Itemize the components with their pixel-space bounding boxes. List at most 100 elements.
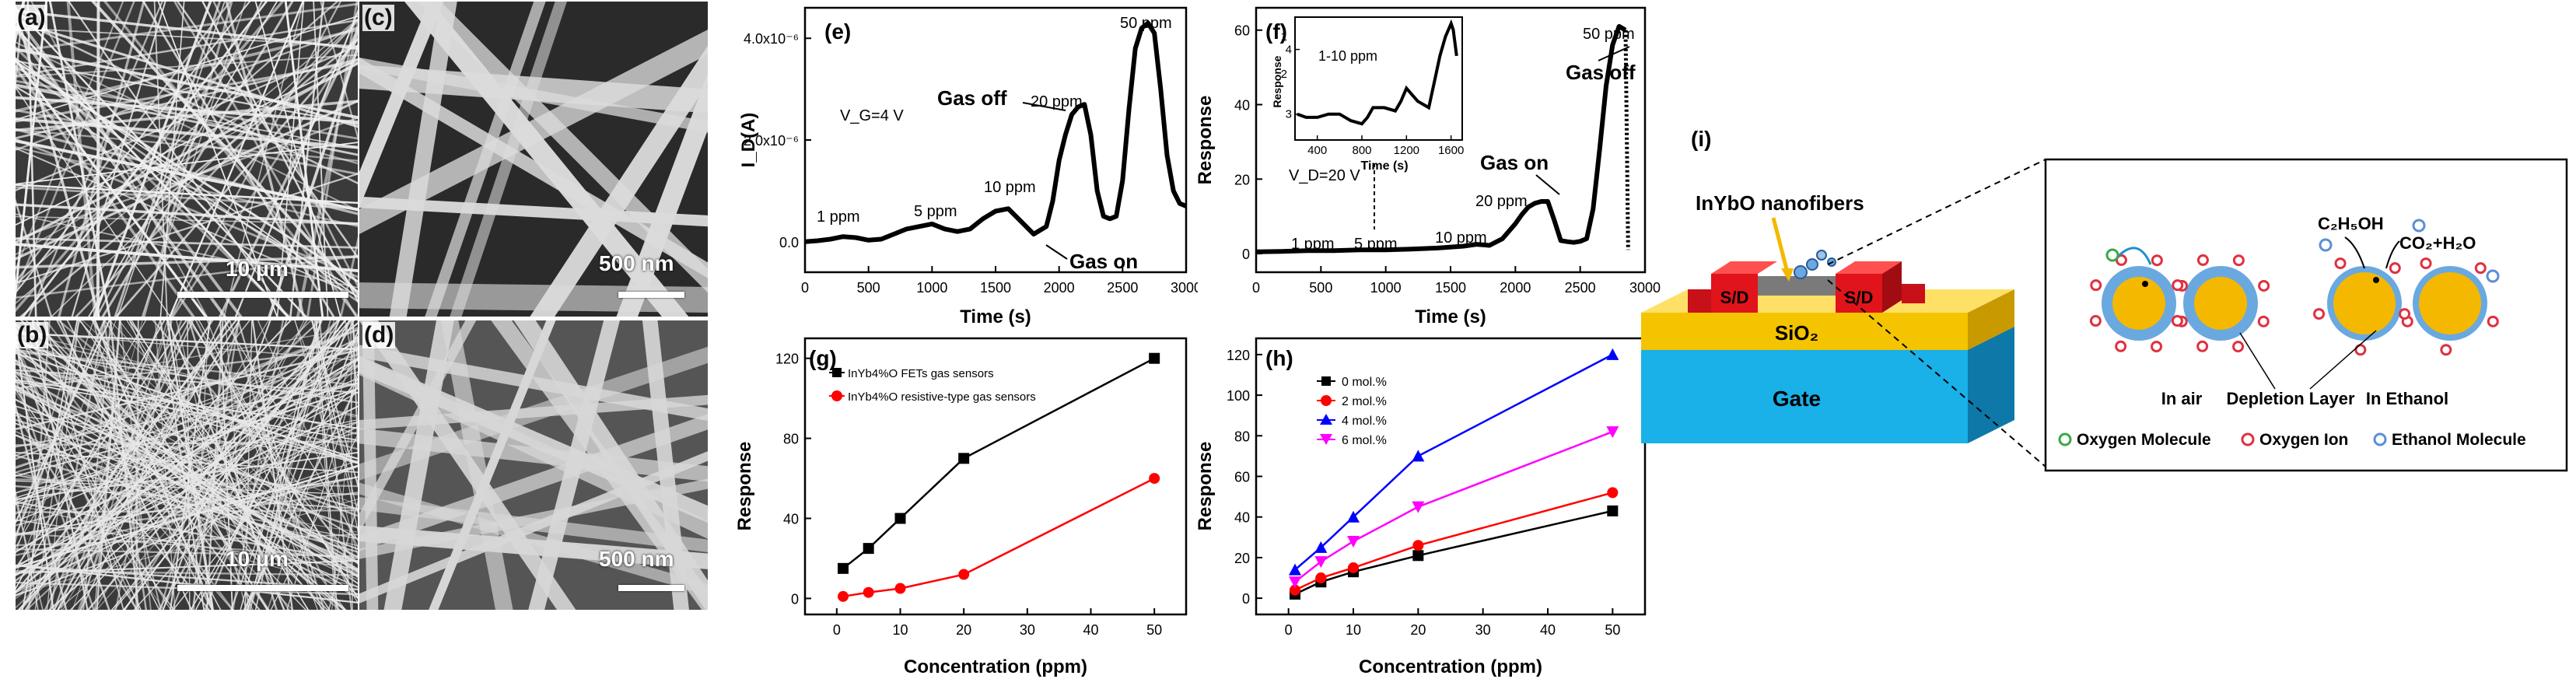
oxygen-ion-1: [2151, 341, 2163, 353]
oxygen-ion-19: [2334, 257, 2347, 270]
xtick-label-2500: 2500: [1107, 280, 1138, 296]
chart-h-frame: [1255, 337, 1647, 616]
air-electron: [2142, 281, 2148, 287]
chart-g-label: (g): [809, 346, 837, 370]
device-molecule-1: [1794, 265, 1808, 279]
gate-label: Gate: [1773, 387, 1821, 411]
oxygen-ion-12: [2172, 279, 2184, 292]
point-h-3-2: [1347, 536, 1360, 548]
device-molecule-2: [1806, 258, 1818, 271]
depletion-pointer-2: [2309, 330, 2377, 390]
xtick-label-2500: 2500: [1565, 280, 1596, 296]
inset-label: 1-10 ppm: [1318, 48, 1377, 64]
nanofiber-texture-a: [16, 2, 358, 317]
inset-xtick-label-1200: 1200: [1394, 144, 1419, 157]
xtick-label-0: 0: [801, 280, 809, 296]
chart-g-frame: [803, 337, 1188, 616]
ethanol-molecule-2: [2486, 269, 2500, 283]
point-h-2-2: [1347, 510, 1360, 523]
sd-left-label: S/D: [1720, 288, 1749, 307]
xtick-label-500: 500: [857, 280, 880, 296]
oxygen-ion-3: [2089, 315, 2102, 327]
point-h-2-1: [1314, 541, 1328, 553]
panel-label-b: (b): [16, 322, 49, 348]
oxygen-ion-20: [2389, 262, 2401, 275]
xtick-label-2000: 2000: [1500, 280, 1531, 296]
point-g-1-1: [863, 586, 874, 598]
oxygen-ion-14: [2232, 254, 2245, 267]
point-h-3-3: [1412, 501, 1425, 513]
channel-front: [1758, 276, 1836, 296]
sd-left-top: [1711, 261, 1777, 274]
oxygen-ion-11: [2171, 315, 2183, 327]
chart-g-ylabel: Response: [734, 442, 755, 531]
ytick-label-6: 120: [1227, 348, 1250, 363]
oxygen-ion-18: [2313, 308, 2326, 320]
xtick-label-0: 0: [1252, 280, 1260, 296]
scale-text-d: 500 nm: [599, 547, 674, 571]
chart-f-condition: V_D=20 V: [1289, 167, 1360, 184]
oxygen-ion-10: [2196, 340, 2209, 352]
chart-h-label: (h): [1265, 346, 1293, 370]
arrow-f-gason: [1535, 174, 1560, 195]
scale-bar-b: [177, 585, 348, 591]
diagram-i: (i) Gate SiO₂ S/D S/D InYbO nanofibers: [1641, 127, 2568, 472]
chart-e-xlabel: Time (s): [960, 306, 1031, 327]
xtick-label-20: 20: [956, 622, 971, 638]
sd-right-front: [1836, 274, 1882, 313]
zoom-line-bottom: [1827, 279, 2046, 467]
sio2-front: [1641, 313, 1968, 350]
zoom-line-top: [1827, 159, 2046, 265]
series-h-0-line: [1294, 509, 1613, 596]
chart-e-ylabel: I_D(A): [738, 113, 759, 168]
nanofiber-texture-d: [359, 320, 708, 610]
chart-h-xlabel: Concentration (ppm): [1359, 656, 1542, 677]
point-g-0-1: [863, 543, 874, 555]
sd-right-step: [1902, 284, 1925, 303]
annot-f-10ppm: 10 ppm: [1435, 229, 1487, 247]
ytick-label-1: 2.0x10⁻⁶: [744, 133, 799, 149]
legend-ethanol-icon: [2373, 432, 2387, 446]
series-h-3-line: [1294, 430, 1613, 583]
point-h-3-1: [1314, 556, 1328, 569]
nanofiber-texture-c: [359, 2, 708, 317]
xtick-label-1500: 1500: [1435, 280, 1466, 296]
legend-h-text-3: 6 mol.%: [1342, 434, 1387, 447]
scale-text-a: 10 μm: [226, 257, 289, 281]
reaction-arrow-in: [2344, 236, 2365, 269]
xtick-label-10: 10: [892, 622, 908, 638]
point-h-0-3: [1412, 550, 1424, 562]
ytick-label-3: 60: [1234, 23, 1250, 39]
legend-h-marker-2: [1320, 414, 1332, 425]
legend-h-text-1: 2 mol.%: [1342, 395, 1387, 408]
point-h-1-3: [1412, 540, 1424, 551]
inset-series-line: [1297, 19, 1458, 126]
inset-extra-tick-2: 2: [1281, 68, 1287, 81]
annot-e-gason: Gas on: [1069, 250, 1138, 273]
point-g-1-0: [838, 590, 849, 602]
point-h-1-0: [1290, 584, 1300, 596]
arrow-e-gason: [1045, 244, 1068, 260]
annot-f-20ppm: 20 ppm: [1475, 193, 1528, 210]
legend-oxygen-ion-icon: [2241, 432, 2255, 446]
xtick-label-0: 0: [833, 622, 841, 638]
grain-air-1-core: [2112, 277, 2165, 330]
in-ethanol-label: In Ethanol: [2366, 389, 2448, 408]
annot-f-gason: Gas on: [1480, 151, 1549, 174]
xtick-label-0: 0: [1285, 622, 1293, 638]
chart-f: (f) V_D=20 V Time (s) Response 1 ppm 5 p…: [1195, 6, 1661, 327]
chart-h: (h) Concentration (ppm) Response 0 mol.%…: [1195, 337, 1647, 677]
xtick-label-1000: 1000: [916, 280, 947, 296]
point-h-3-4: [1606, 426, 1619, 439]
series-e-line: [804, 20, 1188, 244]
oxygen-ion-22: [2440, 344, 2452, 356]
sd-right-top: [1836, 261, 1902, 274]
legend-g-marker-0: [832, 368, 842, 377]
inset-xlabel: Time (s): [1360, 159, 1408, 173]
in-air-label: In air: [2161, 389, 2203, 408]
legend-g-text-1: InYb4%O resistive-type gas sensors: [848, 390, 1036, 404]
sem-image-d: [359, 320, 708, 610]
depletion-pointer-1: [2239, 332, 2276, 390]
chart-f-inset: 1-10 ppm Time (s) Response 1 2 400 800 120…: [1271, 16, 1464, 173]
nanofiber-arrowhead: [1781, 268, 1794, 282]
